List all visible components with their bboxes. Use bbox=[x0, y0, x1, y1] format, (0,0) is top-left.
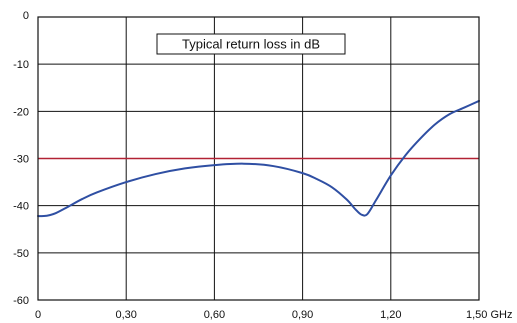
y-tick-label: -50 bbox=[13, 248, 29, 260]
y-tick-label: -30 bbox=[13, 154, 29, 166]
x-tick-label: 0 bbox=[35, 309, 41, 321]
y-tick-label: -60 bbox=[13, 295, 29, 307]
plot-frame-layer bbox=[37, 16, 480, 301]
x-tick-label: 0,30 bbox=[115, 309, 136, 321]
y-tick-label: -10 bbox=[13, 59, 29, 71]
annotation-layer: Typical return loss in dB bbox=[156, 33, 346, 55]
y-tick-labels: 0 -10 -20 -30 -40 -50 -60 bbox=[13, 10, 29, 307]
y-tick-label: -20 bbox=[13, 106, 29, 118]
annotation-label: Typical return loss in dB bbox=[182, 36, 320, 51]
plot-frame bbox=[37, 16, 480, 301]
annotation-box bbox=[156, 33, 346, 55]
x-tick-label: 0,60 bbox=[204, 309, 225, 321]
y-tick-label: 0 bbox=[23, 10, 29, 22]
return-loss-series-line bbox=[37, 99, 480, 218]
x-tick-labels: 0 0,30 0,60 0,90 1,20 1,50 GHz bbox=[35, 309, 513, 321]
x-tick-label: 1,20 bbox=[380, 309, 401, 321]
x-tick-label: 1,50 GHz bbox=[466, 309, 512, 321]
y-tick-label: -40 bbox=[13, 201, 29, 213]
series-layer bbox=[37, 99, 480, 218]
x-tick-label: 0,90 bbox=[292, 309, 313, 321]
